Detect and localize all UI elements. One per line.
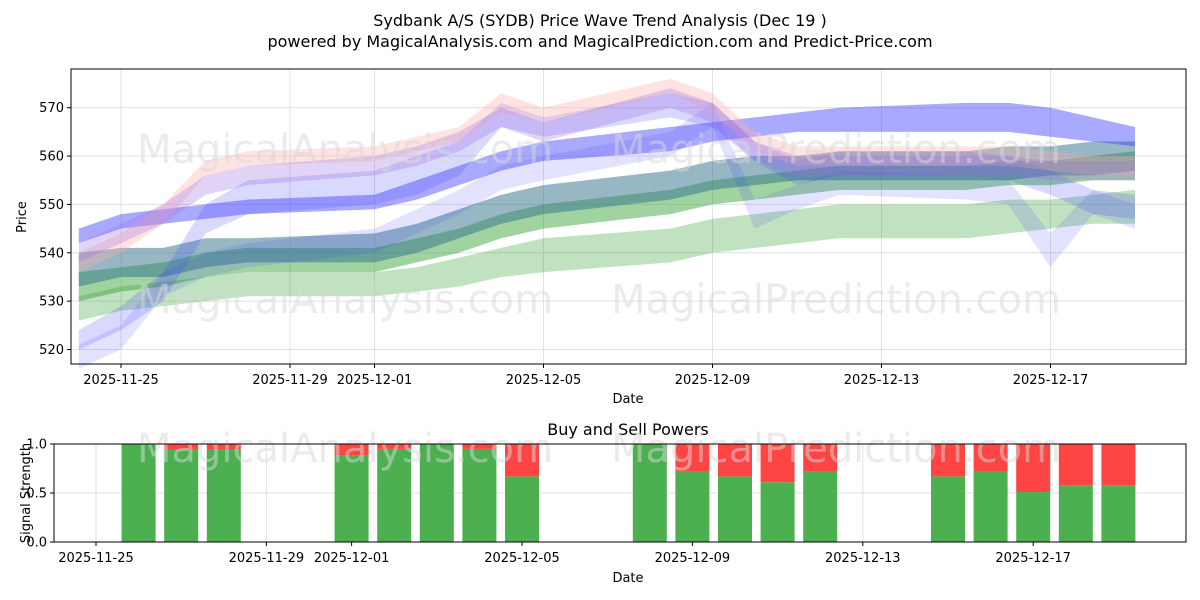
main-chart-title: Sydbank A/S (SYDB) Price Wave Trend Anal…: [373, 11, 827, 30]
x-tick-label: 2025-11-25: [58, 551, 134, 566]
watermark-signal-left: MagicalAnalysis.com: [137, 426, 553, 472]
sell-power-bar: [931, 444, 965, 477]
watermark-top-left: MagicalAnalysis.com: [137, 127, 553, 173]
price-chart-x-ticks: 2025-11-25 2025-11-29 2025-12-01 2025-12-05…: [83, 364, 1088, 388]
buy-power-bar: [334, 455, 369, 542]
x-tick-label: 2025-12-09: [675, 373, 751, 388]
buy-power-bar: [206, 449, 241, 542]
band-blue-upper: [78, 102, 1135, 244]
x-tick-label: 2025-12-05: [484, 551, 560, 566]
band-purple-wave: [78, 88, 1135, 263]
buy-power-bar: [121, 444, 156, 542]
sell-power-bar: [1101, 444, 1136, 486]
sell-power-bar: [718, 444, 752, 477]
buy-power-bar: [632, 444, 667, 542]
sell-power-bar: [462, 444, 497, 449]
signal-chart-bars: [121, 444, 1136, 542]
sell-power-bar: [505, 444, 539, 477]
x-tick-label: 2025-12-05: [506, 373, 582, 388]
x-tick-label: 2025-12-13: [844, 373, 920, 388]
sell-power-bar: [1016, 444, 1051, 493]
x-tick-label: 2025-12-17: [995, 551, 1071, 566]
band-blue-wave: [78, 93, 1135, 350]
y-tick-label: 550: [39, 198, 64, 213]
sell-power-bar: [675, 444, 710, 472]
signal-chart-title: Buy and Sell Powers: [547, 420, 709, 439]
buy-power-bar: [377, 448, 412, 542]
buy-power-bar: [973, 471, 1008, 542]
x-tick-label: 2025-12-13: [825, 551, 901, 566]
buy-power-bar: [1101, 485, 1136, 542]
sell-power-bar: [1058, 444, 1093, 486]
buy-power-bar: [164, 449, 199, 542]
buy-power-bar: [760, 482, 795, 542]
y-tick-label: 570: [39, 101, 64, 116]
sell-power-bar: [377, 444, 412, 449]
sell-power-bar: [760, 444, 795, 483]
y-tick-label: 540: [39, 246, 64, 261]
sell-power-bar: [334, 444, 369, 456]
price-chart-frame: [70, 68, 1187, 365]
sell-power-bar: [164, 444, 199, 450]
x-tick-label: 2025-11-25: [83, 373, 159, 388]
x-tick-label: 2025-12-01: [314, 551, 390, 566]
sell-power-bar: [803, 444, 838, 472]
sell-power-bar: [206, 444, 241, 450]
price-chart-bands: [78, 78, 1135, 369]
x-tick-label: 2025-12-09: [655, 551, 731, 566]
band-green-mid: [78, 151, 1135, 302]
signal-chart-xlabel: Date: [612, 571, 643, 586]
buy-power-bar: [462, 448, 497, 542]
signal-chart-x-ticks: 2025-11-25 2025-11-29 2025-12-01 2025-12-05…: [58, 542, 1071, 566]
buy-power-bar: [803, 471, 838, 542]
sell-power-bar: [973, 444, 1008, 472]
buy-power-bar: [1016, 492, 1051, 542]
watermark-mid-left: MagicalAnalysis.com: [137, 277, 553, 323]
y-tick-label: 520: [39, 343, 64, 358]
y-tick-label: 530: [39, 295, 64, 310]
y-tick-label: 560: [39, 150, 64, 165]
signal-chart: Buy and Sell Powers MagicalAnalysis.com …: [19, 420, 1187, 586]
watermark-signal-right: MagicalPrediction.com: [611, 426, 1061, 472]
x-tick-label: 2025-12-17: [1013, 373, 1089, 388]
x-tick-label: 2025-11-29: [252, 373, 328, 388]
price-chart-plot-area: [71, 69, 1186, 364]
buy-power-bar: [931, 476, 965, 542]
main-chart-subtitle: powered by MagicalAnalysis.com and Magic…: [267, 32, 932, 51]
buy-power-bar: [419, 444, 454, 542]
signal-chart-ylabel: Signal Strength: [19, 443, 34, 543]
x-tick-label: 2025-11-29: [229, 551, 305, 566]
price-chart-y-ticks: 520 530 540 550 560 570: [39, 101, 71, 358]
price-chart-grid: [71, 69, 1186, 364]
y-tick-label: 0.0: [26, 536, 47, 551]
watermark-mid-right: MagicalPrediction.com: [611, 277, 1061, 323]
x-tick-label: 2025-12-01: [337, 373, 413, 388]
band-teal-mid: [78, 141, 1135, 287]
buy-power-bar: [1058, 485, 1093, 542]
buy-power-bar: [675, 471, 710, 542]
price-chart: MagicalAnalysis.com MagicalPrediction.co…: [15, 68, 1187, 407]
watermark-top-right: MagicalPrediction.com: [611, 127, 1061, 173]
y-tick-label: 1.0: [26, 438, 47, 453]
band-blue-low-wave: [78, 102, 1135, 369]
buy-power-bar: [505, 476, 539, 542]
signal-chart-y-ticks: 0.0 0.5 1.0: [26, 438, 54, 551]
price-chart-xlabel: Date: [612, 392, 643, 407]
buy-power-bar: [718, 476, 752, 542]
price-chart-ylabel: Price: [15, 201, 30, 233]
y-tick-label: 0.5: [26, 487, 47, 502]
band-green-wide-low: [78, 189, 1135, 321]
